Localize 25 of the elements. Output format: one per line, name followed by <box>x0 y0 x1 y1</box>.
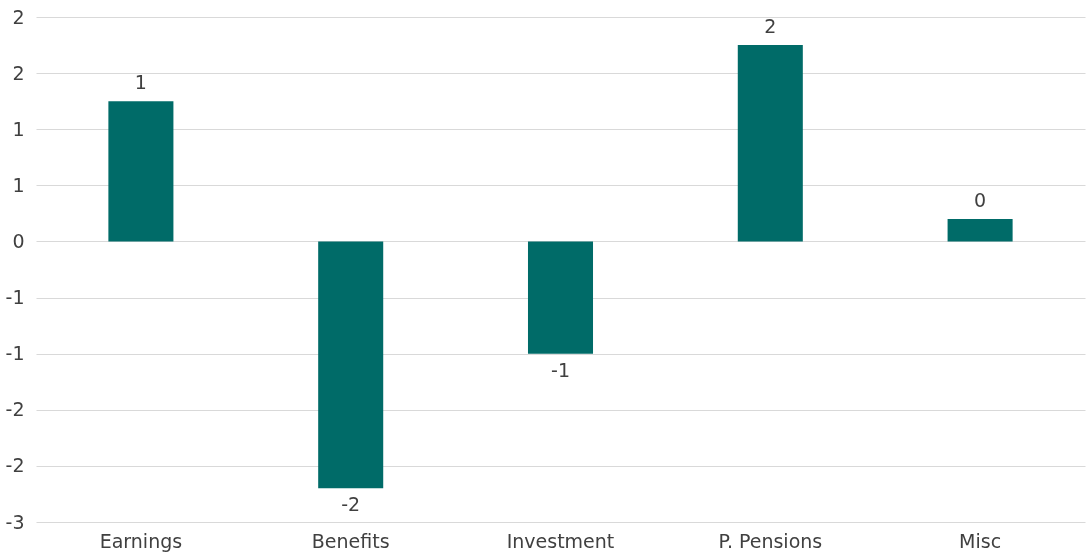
bar <box>318 241 384 489</box>
y-tick-label: 0 <box>12 229 25 252</box>
y-tick-label: -1 <box>5 342 25 365</box>
x-tick-label: Benefits <box>311 529 390 552</box>
data-label: 1 <box>134 71 147 94</box>
x-tick-label: Misc <box>959 529 1002 552</box>
bar <box>108 101 174 242</box>
bar <box>737 45 803 242</box>
y-tick-label: -3 <box>5 510 25 533</box>
y-tick-label: -2 <box>5 454 25 477</box>
y-tick-label: 1 <box>12 117 25 140</box>
data-label: 2 <box>764 15 777 38</box>
y-tick-label: -1 <box>5 286 25 309</box>
y-tick-label: 2 <box>12 5 25 28</box>
x-tick-label: Earnings <box>99 529 183 552</box>
bar <box>527 241 594 354</box>
data-label: 0 <box>974 189 987 211</box>
data-label: -2 <box>341 493 361 516</box>
y-tick-label: 2 <box>12 61 25 84</box>
bar <box>947 219 1013 242</box>
y-tick-label: -2 <box>5 398 25 421</box>
data-label: -1 <box>551 358 570 381</box>
x-tick-label: P. Pensions <box>718 529 823 552</box>
y-tick-label: 1 <box>12 173 25 196</box>
x-tick-label: Investment <box>506 529 615 552</box>
